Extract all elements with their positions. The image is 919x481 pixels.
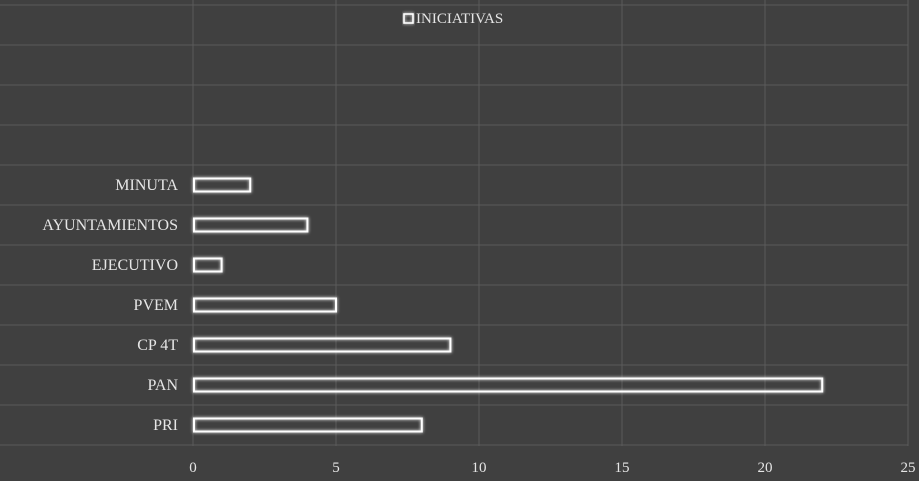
gridlines [0,0,909,446]
legend: INICIATIVAS [403,11,503,27]
category-label: CP 4T [137,337,178,354]
bar-pri [193,417,423,433]
bar-cp-4t [193,337,452,353]
x-tick-label: 10 [472,460,487,476]
category-labels: PRI PAN CP 4T PVEM EJECUTIVO AYUNTAMIENTOS MIN… [42,177,178,434]
legend-swatch [403,13,414,24]
bar-pvem [193,297,337,313]
bar-ejecutivo [193,257,223,273]
x-tick-label: 20 [758,460,773,476]
category-label: MINUTA [115,177,178,194]
x-tick-label: 25 [901,460,916,476]
x-tick-label: 0 [189,460,197,476]
bar-minuta [193,177,252,193]
x-tick-label: 15 [615,460,630,476]
bars [193,177,824,433]
bar-pan [193,377,824,393]
category-label: AYUNTAMIENTOS [42,217,178,234]
x-tick-label: 5 [332,460,340,476]
category-label: PRI [153,417,178,434]
category-label: PAN [147,377,178,394]
x-axis-ticks: 0 5 10 15 20 25 [189,460,915,476]
category-label: PVEM [134,297,178,314]
legend-label: INICIATIVAS [416,11,503,27]
bar-ayuntamientos [193,217,309,233]
category-label: EJECUTIVO [92,257,178,274]
